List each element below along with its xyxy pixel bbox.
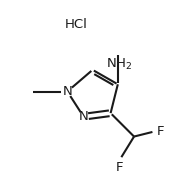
Text: F: F [157,125,164,138]
Text: HCl: HCl [65,18,88,31]
Text: N: N [63,85,72,98]
Text: F: F [116,161,123,174]
Text: NH$_2$: NH$_2$ [106,57,133,72]
Text: N: N [79,110,88,123]
